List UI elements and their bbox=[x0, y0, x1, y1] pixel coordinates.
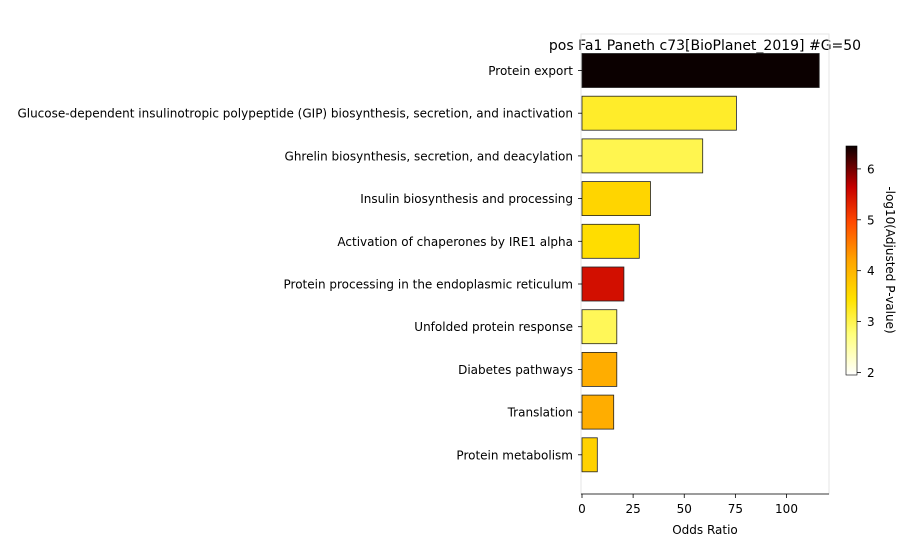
bar bbox=[581, 53, 820, 88]
x-tick-label: 75 bbox=[728, 502, 743, 516]
colorbar-tick-label: 4 bbox=[867, 264, 875, 278]
colorbar-tick-label: 3 bbox=[867, 315, 875, 329]
bar bbox=[581, 181, 651, 217]
chart-title: pos Fa1 Paneth c73[BioPlanet_2019] #G=50 bbox=[549, 38, 861, 54]
colorbar-label: -log10(Adjusted P-value) bbox=[883, 186, 897, 333]
x-axis: 0 25 50 75 100 bbox=[578, 493, 829, 516]
x-tick-label: 100 bbox=[775, 502, 798, 516]
bar bbox=[581, 138, 704, 174]
bars-layer bbox=[581, 53, 820, 473]
category-label: Diabetes pathways bbox=[458, 363, 573, 377]
x-tick-label: 0 bbox=[578, 502, 586, 516]
category-label: Protein metabolism bbox=[456, 448, 573, 462]
bar bbox=[581, 351, 618, 387]
colorbar-tick-label: 5 bbox=[867, 213, 875, 227]
category-label: Activation of chaperones by IRE1 alpha bbox=[337, 235, 573, 249]
category-label: Translation bbox=[507, 406, 573, 420]
bar bbox=[581, 223, 640, 259]
category-labels: Protein export Glucose-dependent insulino… bbox=[17, 64, 582, 462]
colorbar-tick-label: 2 bbox=[867, 366, 875, 380]
x-axis-label: Odds Ratio bbox=[672, 523, 738, 537]
bar bbox=[581, 437, 598, 473]
x-tick-label: 50 bbox=[677, 502, 692, 516]
category-label: Protein export bbox=[488, 64, 573, 78]
category-label: Ghrelin biosynthesis, secretion, and dea… bbox=[285, 149, 573, 163]
bar bbox=[581, 95, 737, 131]
x-tick-label: 25 bbox=[625, 502, 640, 516]
bar bbox=[581, 309, 618, 345]
category-label: Protein processing in the endoplasmic re… bbox=[284, 278, 574, 292]
bar bbox=[581, 394, 615, 430]
colorbar-tick-label: 6 bbox=[867, 162, 875, 176]
bar bbox=[581, 266, 625, 302]
category-label: Glucose-dependent insulinotropic polypep… bbox=[17, 107, 573, 121]
category-label: Unfolded protein response bbox=[414, 320, 573, 334]
category-label: Insulin biosynthesis and processing bbox=[360, 192, 573, 206]
colorbar bbox=[845, 145, 858, 376]
colorbar-ticks: 2 3 4 5 6 bbox=[857, 162, 875, 380]
